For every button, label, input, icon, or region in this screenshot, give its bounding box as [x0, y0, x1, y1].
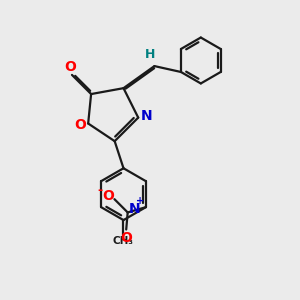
Text: O: O — [74, 118, 86, 132]
Text: O: O — [64, 60, 76, 74]
Text: CH₃: CH₃ — [113, 236, 134, 246]
Text: N: N — [141, 109, 152, 123]
Text: -: - — [98, 184, 103, 197]
Text: N: N — [128, 202, 140, 216]
Text: O: O — [102, 189, 114, 203]
Text: O: O — [120, 231, 132, 245]
Text: +: + — [136, 196, 144, 206]
Text: H: H — [145, 48, 155, 62]
